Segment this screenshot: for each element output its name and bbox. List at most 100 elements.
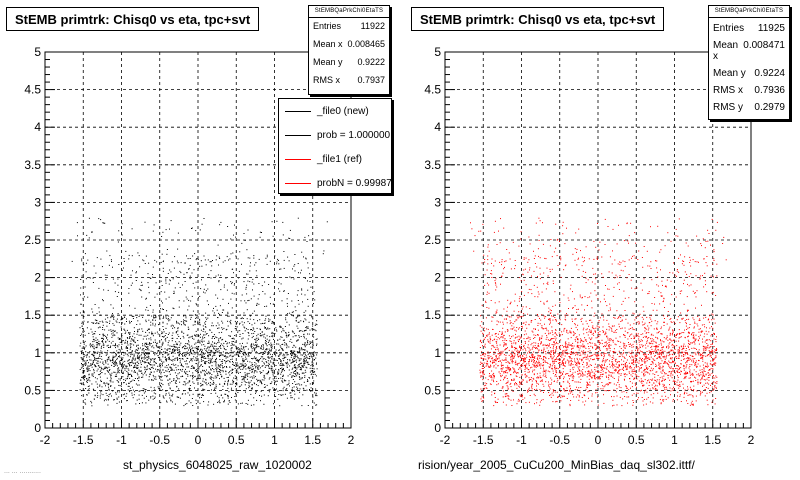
- scatter-point: [695, 380, 697, 381]
- scatter-point: [681, 355, 682, 357]
- scatter-point: [205, 320, 207, 322]
- scatter-point: [166, 370, 168, 372]
- scatter-point: [189, 389, 191, 391]
- scatter-point: [498, 301, 500, 303]
- scatter-point: [189, 278, 191, 280]
- scatter-point: [265, 365, 267, 367]
- scatter-point: [174, 359, 176, 361]
- scatter-point: [110, 376, 112, 378]
- scatter-point: [159, 376, 161, 377]
- scatter-point: [138, 356, 140, 358]
- scatter-point: [492, 362, 494, 364]
- scatter-point: [98, 287, 100, 289]
- scatter-point: [93, 368, 95, 370]
- scatter-point: [279, 268, 281, 270]
- scatter-point: [236, 364, 237, 366]
- scatter-point: [144, 263, 146, 264]
- scatter-point: [107, 404, 109, 406]
- scatter-point: [211, 374, 213, 376]
- scatter-point: [260, 400, 261, 402]
- scatter-point: [200, 382, 202, 384]
- scatter-point: [81, 275, 83, 277]
- scatter-point: [581, 256, 583, 258]
- scatter-point: [109, 373, 111, 375]
- scatter-point: [97, 351, 99, 353]
- scatter-point: [115, 345, 117, 347]
- scatter-point: [170, 220, 172, 222]
- scatter-point: [145, 357, 147, 359]
- scatter-point: [181, 363, 182, 365]
- scatter-point: [567, 297, 569, 299]
- scatter-point: [676, 370, 678, 372]
- scatter-point: [121, 348, 123, 350]
- scatter-point: [134, 365, 136, 366]
- scatter-point: [201, 223, 203, 225]
- scatter-point: [120, 326, 122, 328]
- scatter-point: [252, 289, 253, 291]
- scatter-point: [183, 405, 185, 407]
- scatter-point: [232, 381, 234, 383]
- scatter-point: [183, 319, 184, 321]
- scatter-point: [315, 394, 317, 396]
- scatter-point: [666, 346, 668, 348]
- scatter-point: [202, 395, 204, 396]
- scatter-point: [161, 331, 163, 333]
- scatter-point: [126, 400, 128, 402]
- scatter-point: [86, 359, 88, 361]
- scatter-point: [149, 373, 151, 375]
- scatter-point: [192, 337, 193, 339]
- scatter-point: [273, 362, 275, 364]
- scatter-point: [308, 377, 310, 378]
- scatter-point: [106, 360, 108, 362]
- scatter-point: [636, 346, 638, 348]
- scatter-point: [143, 354, 145, 355]
- scatter-point: [257, 380, 258, 382]
- scatter-point: [116, 375, 118, 377]
- scatter-point: [85, 271, 87, 273]
- scatter-point: [118, 348, 120, 350]
- scatter-point: [102, 335, 104, 337]
- scatter-point: [492, 316, 494, 318]
- scatter-point: [524, 374, 526, 376]
- scatter-point: [128, 332, 129, 334]
- scatter-point: [312, 362, 314, 364]
- scatter-point: [700, 392, 702, 394]
- scatter-point: [502, 390, 504, 392]
- scatter-point: [147, 273, 149, 275]
- scatter-point: [221, 331, 223, 333]
- scatter-point: [160, 359, 162, 361]
- scatter-point: [156, 343, 158, 345]
- scatter-point: [188, 366, 190, 368]
- scatter-point: [656, 309, 658, 311]
- scatter-point: [248, 368, 250, 370]
- scatter-point: [121, 364, 123, 365]
- scatter-point: [142, 388, 144, 390]
- scatter-point: [513, 351, 514, 353]
- scatter-point: [178, 350, 180, 352]
- scatter-point: [288, 369, 290, 371]
- scatter-point: [664, 384, 665, 386]
- scatter-point: [204, 361, 206, 363]
- scatter-point: [626, 368, 628, 370]
- scatter-point: [186, 343, 188, 345]
- scatter-point: [267, 353, 269, 355]
- scatter-point: [527, 390, 529, 392]
- scatter-point: [578, 376, 580, 378]
- scatter-point: [179, 381, 181, 383]
- scatter-point: [195, 321, 196, 323]
- scatter-point: [165, 340, 167, 342]
- scatter-point: [537, 248, 539, 250]
- scatter-point: [211, 361, 213, 363]
- scatter-point: [97, 343, 99, 345]
- scatter-point: [174, 350, 176, 351]
- scatter-point: [576, 353, 578, 355]
- scatter-point: [154, 325, 156, 327]
- scatter-point: [643, 246, 645, 247]
- scatter-point: [80, 294, 81, 296]
- scatter-point: [223, 346, 225, 348]
- scatter-point: [197, 334, 199, 336]
- scatter-point: [105, 354, 107, 356]
- scatter-point: [163, 336, 165, 338]
- scatter-point: [307, 298, 309, 300]
- scatter-point: [247, 229, 249, 231]
